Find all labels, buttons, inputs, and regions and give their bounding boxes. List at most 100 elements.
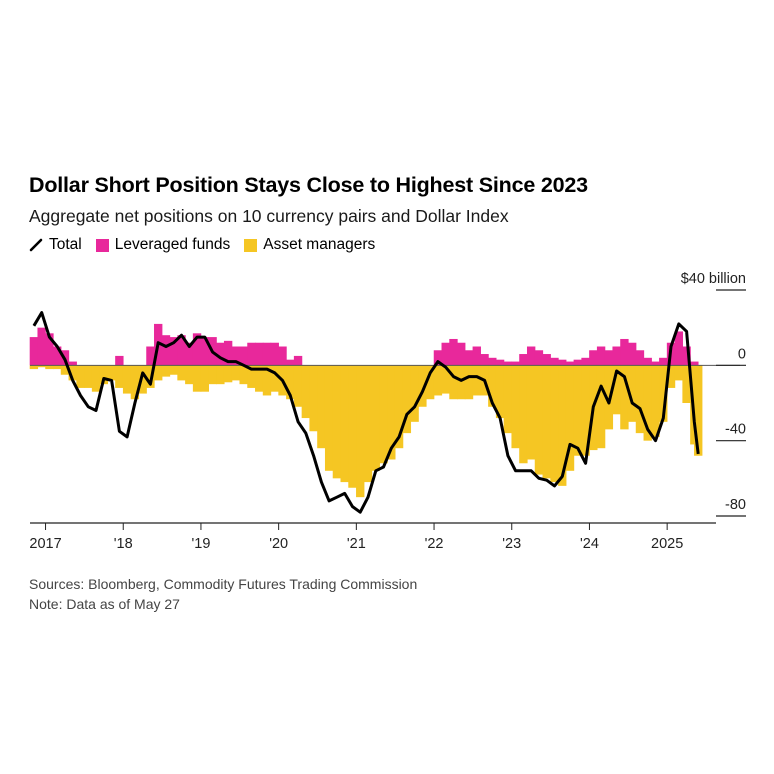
asset-bar	[255, 365, 264, 392]
asset-bar	[565, 365, 575, 471]
asset-bar	[449, 365, 458, 400]
asset-bar	[550, 365, 559, 483]
x-tick-label: '21	[347, 536, 366, 552]
asset-bar	[534, 365, 544, 475]
leveraged-bar	[161, 335, 171, 366]
leveraged-bar	[495, 359, 505, 366]
leveraged-bar	[449, 338, 458, 366]
asset-bar	[620, 365, 629, 430]
leveraged-bar	[659, 357, 668, 366]
asset-bar	[464, 365, 474, 400]
asset-bar	[239, 365, 248, 385]
leveraged-bar	[519, 354, 528, 366]
leveraged-bar	[457, 342, 466, 366]
asset-bar	[340, 365, 349, 483]
x-tick-label: '22	[425, 536, 444, 552]
asset-bar	[115, 365, 124, 388]
leveraged-bar	[558, 359, 567, 366]
leveraged-bar	[604, 350, 614, 366]
leveraged-bar	[177, 335, 186, 366]
asset-swatch-icon	[244, 238, 258, 252]
x-tick-label: '19	[191, 536, 210, 552]
leveraged-bar	[192, 333, 202, 366]
leveraged-bar	[488, 357, 497, 366]
leveraged-bar	[433, 350, 443, 366]
asset-bar	[519, 365, 528, 464]
leveraged-bar	[643, 357, 652, 366]
asset-bar	[301, 365, 311, 419]
leveraged-bar	[627, 342, 637, 366]
asset-bar	[309, 365, 318, 432]
asset-bar	[526, 365, 536, 460]
asset-bar	[107, 365, 116, 381]
leveraged-bar	[511, 361, 520, 366]
leveraged-bar	[565, 361, 575, 366]
asset-bar	[45, 365, 54, 370]
asset-bar	[200, 365, 210, 392]
footer-note: Note: Data as of May 27	[29, 596, 180, 612]
asset-bar	[363, 365, 373, 483]
asset-bar	[457, 365, 466, 400]
asset-bar	[122, 365, 132, 394]
asset-bar	[379, 365, 388, 464]
asset-bar	[169, 365, 178, 375]
leveraged-swatch-icon	[95, 238, 109, 252]
asset-bar	[247, 365, 256, 388]
asset-bar	[154, 365, 163, 381]
asset-bar	[192, 365, 202, 392]
leveraged-bar	[651, 361, 660, 366]
x-tick-label: 2025	[651, 536, 683, 552]
leveraged-bar	[278, 346, 287, 366]
asset-bar	[441, 365, 450, 394]
asset-bar	[371, 365, 380, 471]
asset-bar	[223, 365, 233, 383]
leveraged-bar	[255, 342, 264, 366]
legend-label: Asset managers	[263, 236, 376, 253]
leveraged-bar	[441, 342, 450, 366]
asset-bar	[37, 365, 46, 368]
asset-bar	[651, 365, 660, 437]
asset-bar	[425, 365, 435, 400]
asset-bar	[627, 365, 637, 422]
asset-bar	[53, 365, 62, 370]
asset-bar	[581, 365, 590, 456]
asset-bar	[488, 365, 497, 407]
asset-bar	[286, 365, 295, 400]
line-swatch-icon	[29, 238, 43, 252]
leveraged-bar	[231, 346, 241, 366]
asset-bar	[558, 365, 567, 486]
leveraged-bar	[581, 357, 590, 366]
legend-item-total: Total	[29, 236, 82, 254]
asset-bar	[91, 365, 101, 392]
asset-bar	[208, 365, 217, 385]
leveraged-bar	[542, 354, 551, 366]
legend-item-asset-managers: Asset managers	[244, 236, 375, 254]
y-tick-label: 0	[738, 346, 746, 362]
legend-label: Total	[49, 236, 82, 253]
leveraged-bar	[146, 346, 155, 366]
leveraged-bar	[293, 355, 303, 366]
asset-bar	[612, 365, 621, 415]
leveraged-bar	[472, 346, 481, 366]
leveraged-bar	[534, 350, 544, 366]
legend-item-leveraged-funds: Leveraged funds	[95, 236, 231, 254]
asset-bar	[666, 365, 676, 388]
leveraged-bar	[674, 331, 683, 366]
asset-bar	[682, 365, 691, 403]
leveraged-bar	[480, 354, 489, 366]
asset-bar	[674, 365, 683, 381]
leveraged-bar	[612, 346, 621, 366]
leveraged-bar	[690, 361, 699, 366]
x-tick-label: '18	[114, 536, 133, 552]
asset-bar	[68, 365, 77, 381]
legend-label: Leveraged funds	[114, 236, 231, 253]
leveraged-bar	[682, 346, 691, 366]
x-tick-label: '24	[580, 536, 599, 552]
leveraged-bar	[270, 342, 279, 366]
y-tick-label: -80	[725, 497, 746, 513]
leveraged-bar	[286, 359, 295, 366]
leveraged-bar	[503, 361, 513, 366]
asset-bar	[511, 365, 520, 449]
leveraged-bar	[262, 342, 272, 366]
